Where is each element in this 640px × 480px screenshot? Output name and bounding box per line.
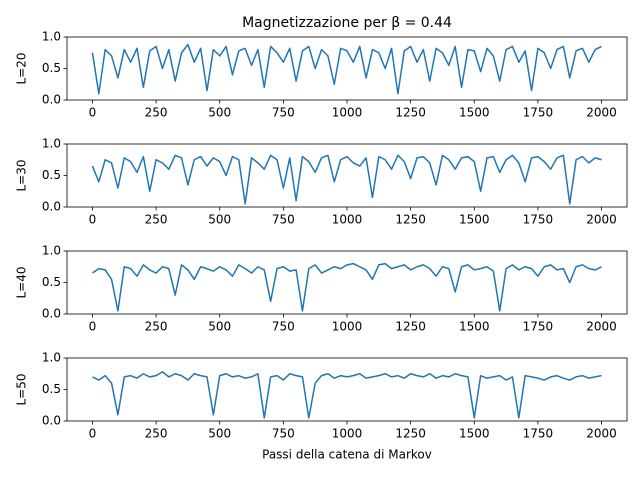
- x-tick-label: 1250: [395, 320, 426, 334]
- x-tick-label: 1000: [332, 213, 363, 227]
- y-tick-label: 1.0: [42, 30, 61, 44]
- y-tick-label: 0.0: [42, 307, 61, 321]
- chart-title: Magnetizzazione per β = 0.44: [242, 15, 452, 31]
- x-tick-label: 1000: [332, 320, 363, 334]
- x-tick-label: 500: [208, 213, 231, 227]
- y-tick-label: 1.0: [42, 137, 61, 151]
- x-tick-label: 0: [89, 213, 97, 227]
- x-tick-label: 0: [89, 320, 97, 334]
- y-tick-label: 0.5: [42, 168, 61, 182]
- x-tick-label: 2000: [586, 427, 617, 441]
- axes-frame: [66, 143, 628, 208]
- x-tick-label: 250: [145, 427, 168, 441]
- x-tick-label: 750: [272, 106, 295, 120]
- x-tick-label: 0: [89, 427, 97, 441]
- y-axis-label: L=40: [15, 266, 29, 298]
- y-tick-label: 0.5: [42, 382, 61, 396]
- x-tick-label: 1750: [523, 106, 554, 120]
- data-line: [91, 43, 602, 95]
- axes-frame: [66, 250, 628, 315]
- x-tick-label: 1500: [459, 427, 490, 441]
- x-tick-label: 500: [208, 427, 231, 441]
- x-tick-label: 1750: [523, 213, 554, 227]
- x-tick-label: 250: [145, 213, 168, 227]
- x-tick-label: 1000: [332, 427, 363, 441]
- data-line: [92, 262, 602, 312]
- x-tick-label: 1250: [395, 106, 426, 120]
- y-tick-label: 0.0: [42, 93, 61, 107]
- data-line: [92, 371, 602, 419]
- x-tick-label: 1000: [332, 106, 363, 120]
- x-tick-label: 2000: [586, 106, 617, 120]
- x-tick-label: 750: [272, 427, 295, 441]
- data-line: [91, 154, 602, 205]
- x-tick-label: 1250: [395, 213, 426, 227]
- x-tick-label: 750: [272, 213, 295, 227]
- y-tick-label: 0.0: [42, 414, 61, 428]
- x-tick-label: 2000: [586, 320, 617, 334]
- y-tick-label: 0.5: [42, 61, 61, 75]
- x-tick-label: 500: [208, 106, 231, 120]
- x-tick-label: 0: [89, 106, 97, 120]
- x-tick-label: 250: [145, 106, 168, 120]
- x-tick-label: 1750: [523, 320, 554, 334]
- x-tick-label: 1500: [459, 106, 490, 120]
- y-tick-label: 0.0: [42, 200, 61, 214]
- y-axis-label: L=30: [15, 159, 29, 191]
- x-tick-label: 250: [145, 320, 168, 334]
- y-tick-label: 0.5: [42, 275, 61, 289]
- x-axis-label: Passi della catena di Markov: [262, 448, 432, 462]
- y-axis-label: L=50: [15, 373, 29, 405]
- axes-frame: [66, 36, 628, 101]
- x-tick-label: 2000: [586, 213, 617, 227]
- x-tick-label: 500: [208, 320, 231, 334]
- x-tick-label: 750: [272, 320, 295, 334]
- x-tick-label: 1500: [459, 320, 490, 334]
- x-tick-label: 1250: [395, 427, 426, 441]
- x-tick-label: 1500: [459, 213, 490, 227]
- y-axis-label: L=20: [15, 52, 29, 84]
- y-tick-label: 1.0: [42, 351, 61, 365]
- y-tick-label: 1.0: [42, 244, 61, 258]
- axes-frame: [66, 357, 628, 422]
- x-tick-label: 1750: [523, 427, 554, 441]
